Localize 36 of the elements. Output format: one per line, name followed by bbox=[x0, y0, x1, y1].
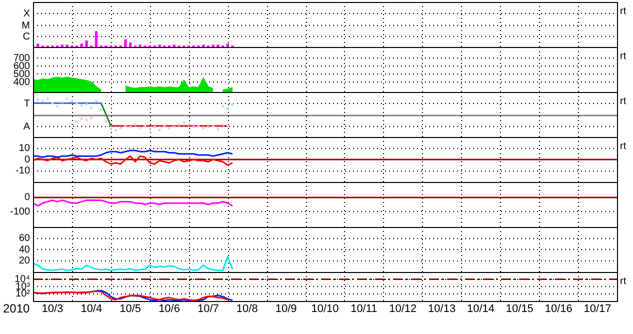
x-tick-label: 10/10 bbox=[311, 303, 339, 316]
x-tick-label: 10/17 bbox=[584, 303, 612, 316]
y-tick-label: 400 bbox=[13, 76, 30, 88]
y-tick-label: 0 bbox=[24, 154, 30, 166]
y-tick-label: -10 bbox=[16, 166, 30, 176]
x-tick-label: 10/8 bbox=[236, 303, 258, 316]
x-tick-label: 10/14 bbox=[466, 303, 494, 316]
x-tick-label: 10/3 bbox=[42, 303, 64, 316]
y-tick-label: -100 bbox=[10, 206, 30, 218]
text: X bbox=[23, 8, 30, 20]
text: A bbox=[23, 121, 30, 132]
x-tick-label: 10/11 bbox=[350, 303, 378, 316]
text: rt bbox=[620, 96, 626, 107]
y-tick-label: 60 bbox=[18, 233, 30, 244]
y-tick-label: 40 bbox=[18, 244, 30, 256]
x-tick-label: 10/16 bbox=[544, 303, 572, 316]
y-tick-label: 10 bbox=[18, 143, 30, 154]
text: M bbox=[22, 20, 30, 32]
x-axis-title: 2010 bbox=[3, 301, 30, 316]
x-tick-label: 10/5 bbox=[120, 303, 142, 316]
text: rt bbox=[620, 6, 626, 17]
text: T bbox=[24, 98, 30, 110]
text: rt bbox=[620, 276, 626, 287]
x-tick-label: 10/6 bbox=[158, 303, 180, 316]
text: rt bbox=[620, 50, 626, 62]
y-tick-label: 10² bbox=[16, 288, 31, 300]
x-tick-label: 10/13 bbox=[428, 303, 456, 316]
y-tick-label: 0 bbox=[24, 192, 30, 204]
text: rt bbox=[620, 140, 626, 152]
x-tick-label: 10/15 bbox=[506, 303, 534, 316]
x-tick-label: 10/12 bbox=[389, 303, 417, 316]
text: C bbox=[22, 31, 30, 42]
y-tick-label: 20 bbox=[18, 256, 30, 266]
x-tick-label: 10/7 bbox=[197, 303, 219, 316]
x-tick-label: 10/9 bbox=[275, 303, 297, 316]
x-tick-label: 10/4 bbox=[80, 303, 102, 316]
